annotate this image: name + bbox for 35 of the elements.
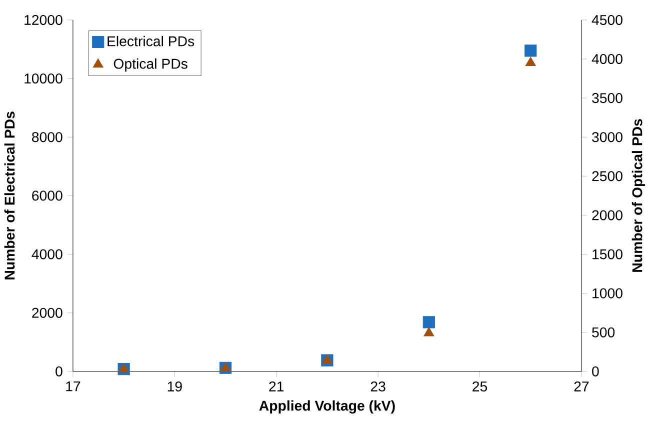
y-tick-label: 10000 (24, 74, 62, 84)
point (322, 354, 332, 364)
x-tick-label: 25 (472, 382, 488, 392)
y2-tick-label: 2000 (592, 210, 622, 220)
point (525, 56, 536, 66)
point (422, 316, 435, 328)
y2-tick-label: 2500 (592, 171, 622, 182)
legend-label: Electrical PDs (108, 36, 194, 46)
y2-tick-label: 3500 (592, 93, 622, 104)
y-axis-title: Number of Electrical PDs (4, 112, 15, 280)
y2-tick-label: 4500 (592, 15, 622, 26)
y-tick-label: 12000 (24, 14, 62, 26)
y2-tick-label: 500 (592, 327, 615, 338)
point (118, 363, 130, 372)
x-tick-label: 19 (168, 382, 182, 392)
y-tick-label: 2000 (32, 308, 62, 318)
y-tick-label: 4000 (32, 249, 62, 260)
x-tick-label: 27 (574, 382, 589, 392)
y2-tick-label: 0 (592, 366, 599, 376)
legend-label: Optical PDs (114, 58, 188, 72)
x-tick-label: 17 (66, 381, 80, 392)
y2-tick-label: 3000 (592, 132, 622, 142)
y-tick-label: 6000 (32, 190, 62, 201)
x-axis-title: Applied Voltage (kV) (259, 400, 395, 414)
point (220, 362, 231, 372)
y-tick-label: 8000 (32, 132, 62, 142)
x-tick-label: 23 (370, 382, 386, 392)
point (524, 44, 537, 57)
x-tick-label: 21 (269, 382, 284, 392)
point (424, 327, 434, 336)
y2-tick-label: 4000 (592, 54, 622, 64)
y-tick-label: 0 (56, 366, 62, 376)
y2-tick-label: 1500 (592, 249, 622, 260)
y2-tick-label: 1000 (592, 288, 622, 298)
y2-axis-title: Number of Optical PDs (632, 119, 646, 272)
